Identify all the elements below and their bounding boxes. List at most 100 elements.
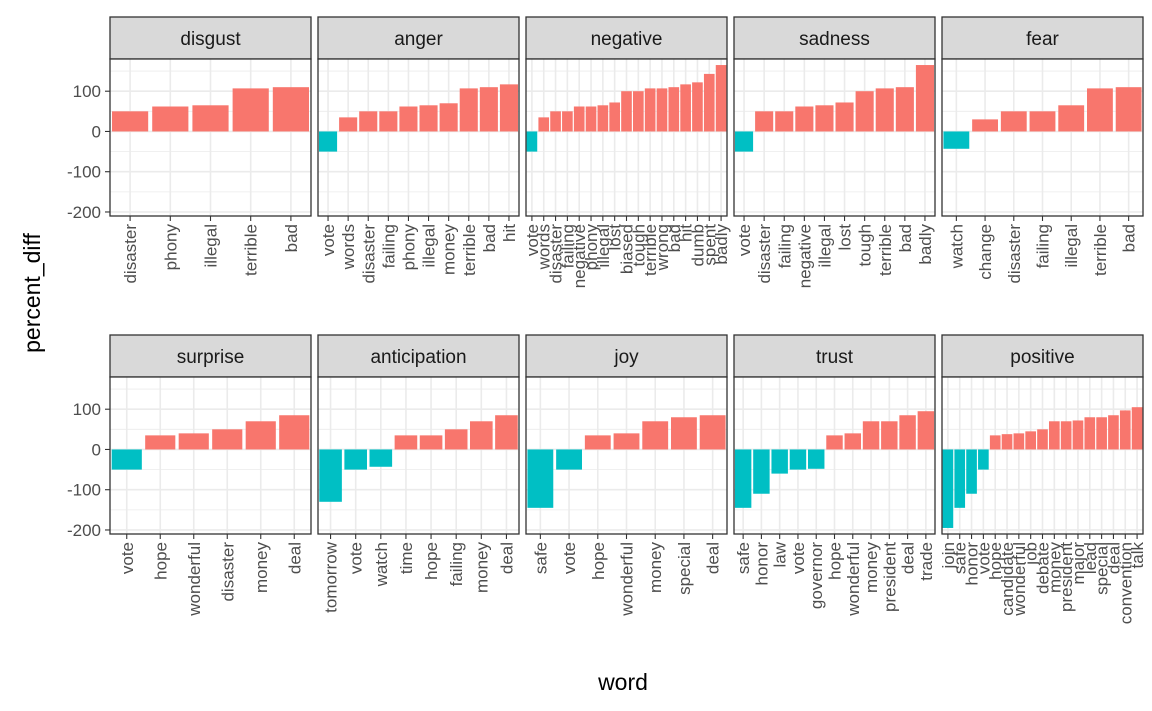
panel-fear: fear watch change disaster failing illegal ter… <box>941 16 1144 284</box>
x-tick-label: change <box>976 224 995 280</box>
bar-vote <box>978 449 989 470</box>
bar-badly <box>915 65 934 132</box>
bar-special <box>671 417 697 450</box>
x-tick-label: deal <box>1104 542 1123 574</box>
bar-deal <box>495 415 518 450</box>
bar-job <box>1025 431 1036 450</box>
x-tick-label: law <box>771 541 790 567</box>
y-tick-label: 0 <box>92 122 101 141</box>
bar-deal <box>699 415 726 450</box>
bar-hope <box>989 435 1001 450</box>
y-tick-label: -100 <box>67 163 101 182</box>
bar-failing <box>379 111 398 132</box>
x-tick-label: failing <box>558 224 577 268</box>
x-tick-label: hope <box>151 542 170 580</box>
bar-phony <box>585 106 597 132</box>
strip-label-surprise: surprise <box>177 347 245 368</box>
bar-major <box>1072 420 1084 450</box>
y-tick-label: 100 <box>73 400 101 419</box>
x-tick-label: honor <box>963 542 982 586</box>
bar-money <box>1049 421 1060 450</box>
x-tick-label: disaster <box>755 224 774 284</box>
x-tick-label: illegal <box>202 224 221 267</box>
bar-bad <box>668 87 680 132</box>
bar-illegal <box>597 105 609 132</box>
bar-governor <box>808 449 825 469</box>
bar-vote <box>789 449 807 470</box>
panel-surprise: surprise vote hope wonderful disaster money de… <box>67 334 312 617</box>
panel-sadness: sadness vote disaster failing negative illega… <box>733 16 936 288</box>
strip-label-disgust: disgust <box>180 29 241 50</box>
x-tick-label: join <box>939 542 958 569</box>
bar-terrible <box>1087 88 1113 132</box>
x-tick-label: candidate <box>998 542 1017 616</box>
bar-lost <box>835 102 854 132</box>
strip-anger <box>317 16 520 60</box>
x-tick-label: disaster <box>359 224 378 284</box>
x-tick-label: terrible <box>876 224 895 276</box>
bar-phony <box>399 106 418 132</box>
x-tick-label: wrong <box>653 224 672 271</box>
x-tick-label: biased <box>618 224 637 274</box>
bar-disaster <box>1000 111 1027 132</box>
bar-tough <box>633 91 644 132</box>
x-tick-label: bad <box>1120 224 1139 252</box>
bar-hope <box>419 435 443 450</box>
bar-hit <box>680 84 691 132</box>
x-tick-label: bad <box>896 224 915 252</box>
bar-wonderful <box>1013 433 1025 450</box>
x-tick-label: failing <box>1034 224 1053 268</box>
panel-negative: negativevotewordsdisasterfailingnegative… <box>523 16 731 288</box>
bar-failing <box>1029 111 1056 132</box>
bar-hope <box>145 435 176 450</box>
strip-label-anticipation: anticipation <box>370 347 466 368</box>
strip-label-negative: negative <box>591 29 663 50</box>
x-tick-label: illegal <box>594 224 613 267</box>
bar-honor <box>753 449 770 494</box>
plot-background <box>734 59 935 216</box>
panel-trust: trust safe honor law vote governor hope wonderf… <box>733 334 936 617</box>
x-tick-label: safe <box>734 542 753 574</box>
x-tick-label: wonderful <box>185 542 204 617</box>
x-axis-title: word <box>597 669 648 695</box>
strip-label-joy: joy <box>613 347 639 368</box>
bar-disaster <box>550 111 561 132</box>
x-tick-label: terrible <box>242 224 261 276</box>
bar-wonderful <box>178 433 209 450</box>
strip-sadness <box>733 16 936 60</box>
bar-convention <box>1119 410 1131 450</box>
x-tick-label: deal <box>704 542 723 574</box>
x-tick-label: governor <box>807 542 826 609</box>
x-tick-label: special <box>1093 542 1112 595</box>
x-tick-label: lead <box>1081 542 1100 574</box>
x-tick-label: illegal <box>815 224 834 267</box>
bar-hit <box>499 84 518 132</box>
x-tick-label: terrible <box>460 224 479 276</box>
x-tick-label: vote <box>735 224 754 256</box>
bar-lost <box>609 102 620 132</box>
plot-background <box>110 377 311 534</box>
panel-joy: joy safe vote hope wonderful money special deal <box>525 334 728 617</box>
bar-disaster <box>359 111 378 132</box>
x-tick-label: spent <box>700 224 719 266</box>
bar-talk <box>1131 407 1143 450</box>
bar-money <box>439 103 458 132</box>
bar-terrible <box>644 88 656 132</box>
x-tick-label: vote <box>789 542 808 574</box>
bar-failing <box>562 111 573 132</box>
bar-failing <box>444 429 468 450</box>
strip-label-positive: positive <box>1010 347 1074 368</box>
bar-hope <box>826 435 843 450</box>
x-tick-label: money <box>440 224 459 276</box>
strip-joy <box>525 334 728 378</box>
x-tick-label: phony <box>161 224 180 271</box>
panel-anticipation: anticipation tomorrow vote watch time hope fai… <box>317 334 520 613</box>
bar-vote <box>556 449 582 470</box>
x-tick-label: deal <box>497 542 516 574</box>
x-tick-label: phony <box>582 224 601 271</box>
x-tick-label: trade <box>917 542 936 581</box>
bar-deal <box>279 415 310 450</box>
x-tick-label: money <box>646 542 665 594</box>
x-tick-label: bad <box>282 224 301 252</box>
